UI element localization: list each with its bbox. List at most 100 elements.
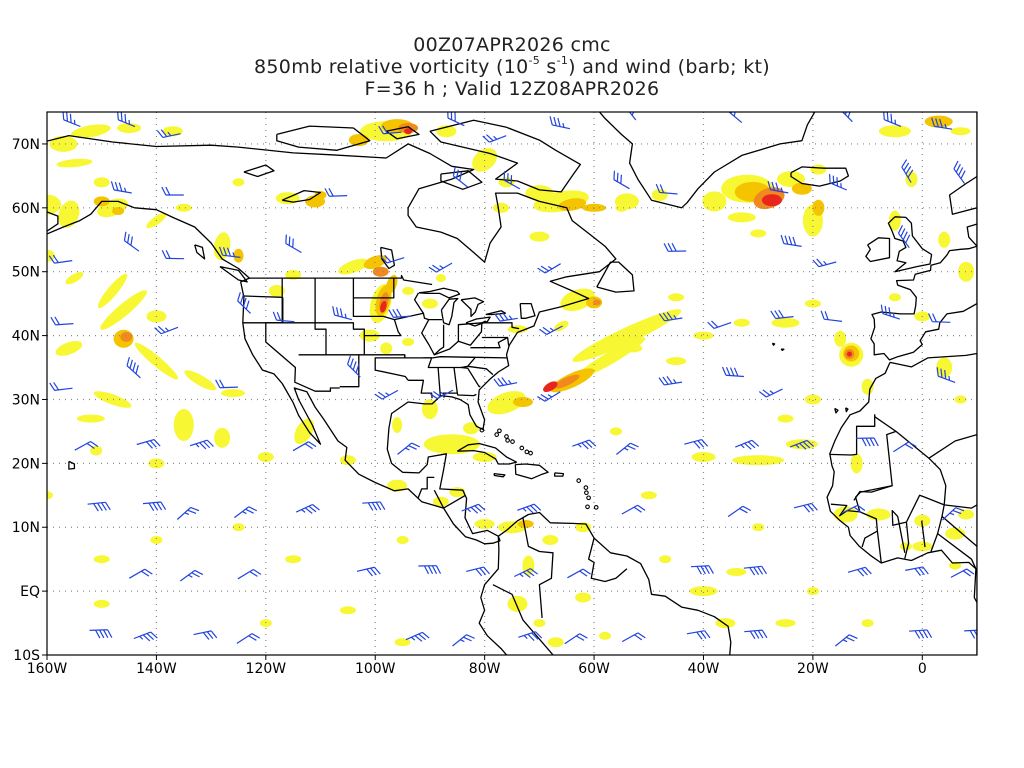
vorticity-contour [100, 290, 147, 330]
vorticity-contour [259, 619, 272, 628]
vorticity-contour [394, 638, 411, 647]
y-tick-label: 60N [12, 201, 40, 217]
wind-barb [179, 569, 204, 582]
wind-barb [133, 631, 158, 642]
wind-barb [429, 389, 454, 400]
vorticity-contour [449, 487, 466, 498]
vorticity-contour [936, 357, 953, 378]
vorticity-contour [120, 331, 133, 342]
title-run: 00Z07APR2026 cmc [413, 34, 611, 56]
wind-barb [362, 501, 386, 511]
coastline-path [68, 460, 76, 470]
island-dot [584, 490, 589, 496]
wind-barb [841, 504, 866, 514]
coastline-path [314, 278, 360, 388]
wind-barb [161, 186, 184, 196]
coastline-path [429, 119, 582, 193]
vorticity-contour [575, 522, 592, 533]
vorticity-contour [806, 587, 819, 596]
vorticity-contour [750, 229, 767, 238]
wind-barb [295, 503, 320, 514]
coastline-path [845, 407, 849, 413]
wind-barb [950, 568, 975, 578]
vorticity-contour [950, 127, 971, 136]
wind-barb [690, 565, 714, 575]
vorticity-contour [533, 619, 546, 628]
wind-barb [193, 630, 218, 640]
vorticity-contour [487, 391, 526, 415]
vorticity-contour [804, 299, 821, 308]
coastline-path [853, 485, 893, 501]
wind-barb [156, 129, 181, 139]
wind-barb [539, 325, 563, 335]
coastline-path [921, 520, 926, 548]
vorticity-contour [507, 595, 528, 612]
wind-barb [503, 171, 521, 190]
vorticity-contour [905, 171, 918, 188]
vorticity-contour [385, 274, 398, 295]
vorticity-contour [339, 606, 356, 615]
wind-barb [812, 258, 837, 268]
vorticity-contour [888, 210, 901, 231]
title-variable-mid: s [540, 56, 557, 78]
x-tick-label: 0 [918, 661, 927, 677]
coastline-path [790, 166, 850, 187]
vorticity-contour [93, 555, 110, 564]
wind-barb [856, 437, 879, 447]
coastline-path [930, 504, 945, 552]
vorticity-contour [421, 399, 438, 420]
wind-barb [928, 313, 951, 323]
island-dot [585, 504, 590, 510]
vorticity-contour [396, 536, 409, 544]
vorticity-contour [693, 331, 714, 340]
wind-barb [452, 634, 475, 647]
coastline-path [243, 295, 283, 298]
vorticity-contour [47, 491, 53, 500]
wind-barb [50, 316, 74, 326]
vorticity-contour [912, 541, 933, 552]
vorticity-contour [55, 341, 83, 356]
vorticity-contour [599, 631, 611, 640]
x-tick-label: 120W [246, 661, 287, 677]
coastline-path [437, 367, 441, 397]
coastline-path [470, 336, 508, 349]
vorticity-contour [560, 288, 595, 312]
coastline-path [281, 189, 322, 203]
vorticity-contour [339, 455, 356, 466]
wind-barb [374, 389, 399, 400]
vorticity-contour [150, 536, 163, 544]
coastline-path [492, 584, 554, 655]
coastline-path [249, 274, 433, 286]
vorticity-contour [65, 272, 84, 285]
wind-barb [658, 376, 683, 386]
vorticity-contour [93, 177, 110, 188]
island-dot [593, 505, 599, 510]
vorticity-contour [727, 212, 756, 223]
vorticity-contour [402, 286, 415, 295]
wind-barb [793, 502, 818, 513]
coastline-path [493, 472, 506, 478]
vorticity-contour [76, 414, 105, 423]
wind-barb [549, 116, 571, 130]
coastline-path [780, 348, 785, 351]
vorticity-contour [878, 125, 911, 138]
vorticity-contour [148, 458, 165, 469]
wind-barb [237, 569, 262, 580]
wind-barb [767, 181, 789, 194]
title-variable-prefix: 850mb relative vorticity (10 [254, 56, 529, 78]
vorticity-contour [404, 128, 413, 135]
wind-barb [572, 439, 597, 450]
x-tick-label: 100W [355, 661, 396, 677]
vorticity-contour [666, 357, 687, 366]
vorticity-contour [232, 523, 245, 532]
wind-barb [655, 183, 678, 195]
coastline-path [771, 342, 776, 346]
vorticity-contour [233, 248, 244, 263]
wind-barb [356, 566, 381, 577]
vorticity-contour [958, 509, 975, 520]
x-tick-label: 140W [136, 661, 177, 677]
wind-barb [684, 438, 709, 449]
coastline-path [522, 517, 554, 618]
x-axis-ticks: 160W 140W 120W 100W 80W 60W 40W 20W 0 [27, 655, 927, 677]
vorticity-contour [517, 520, 534, 528]
